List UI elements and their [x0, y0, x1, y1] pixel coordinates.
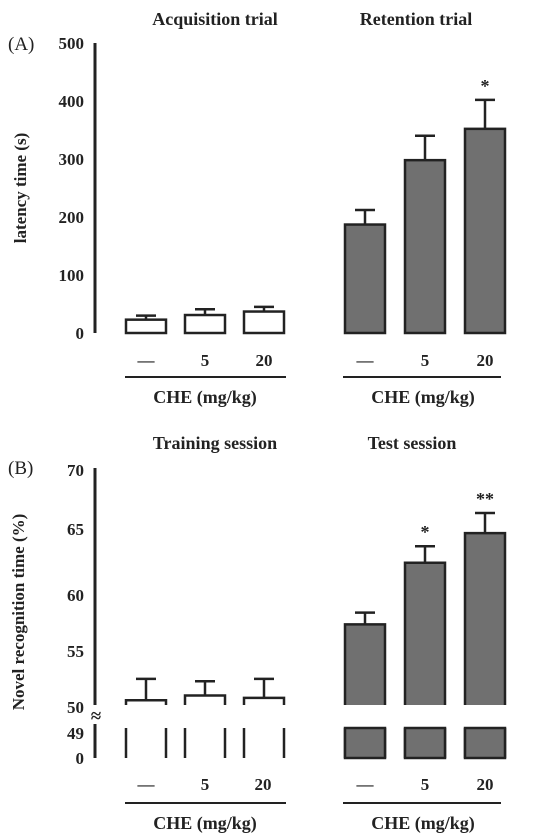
panel-b: (B) Training session Test session Novel … [8, 433, 501, 834]
panel-a-category-label: 5 [201, 351, 210, 370]
bar-lower-stub [242, 728, 286, 758]
panel-a: (A) Acquisition trial Retention trial la… [8, 9, 501, 408]
panel-b-category-label: 20 [255, 775, 272, 794]
bar [463, 531, 507, 705]
panel-a-bars: * [124, 76, 507, 335]
panel-b-left-title: Training session [153, 433, 277, 453]
bar-lower-segment [463, 726, 507, 760]
panel-a-ytick-label: 0 [76, 324, 85, 343]
panel-b-category-label: 20 [477, 775, 494, 794]
panel-b-axis-break-symbol: ≈ [91, 706, 102, 727]
panel-a-category-label: 5 [421, 351, 430, 370]
panel-a-category-label: 20 [256, 351, 273, 370]
panel-b-ytick-label: 49 [67, 724, 84, 743]
panel-b-ytick-label: 65 [67, 520, 84, 539]
bar [242, 310, 286, 335]
panel-b-ytick-label: 60 [67, 586, 84, 605]
panel-b-ytick-label: 0 [76, 749, 85, 768]
bar [463, 127, 507, 335]
panel-a-right-xlabel: CHE (mg/kg) [371, 387, 475, 408]
bar [343, 623, 387, 705]
bar [403, 158, 447, 335]
panel-b-ytick-label: 55 [67, 642, 84, 661]
bar [124, 699, 168, 705]
panel-a-ytick-label: 100 [59, 266, 85, 285]
panel-a-ytick-label: 400 [59, 92, 85, 111]
panel-a-right-title: Retention trial [360, 9, 472, 29]
bar-lower-segment [403, 726, 447, 760]
panel-b-category-label: — [356, 775, 375, 794]
panel-a-category-label: — [356, 351, 375, 370]
panel-a-ytick-label: 300 [59, 150, 85, 169]
panel-a-category-label: 20 [477, 351, 494, 370]
bar [343, 223, 387, 335]
panel-b-right-title: Test session [368, 433, 457, 453]
panel-b-bars: *** [124, 489, 507, 760]
bar-lower-stub [183, 728, 227, 758]
panel-b-category-label: — [137, 775, 156, 794]
panel-b-category-label: 5 [201, 775, 210, 794]
panel-a-label: (A) [8, 34, 34, 55]
bar [183, 313, 227, 335]
panel-b-left-xlabel: CHE (mg/kg) [153, 813, 257, 834]
panel-b-ytick-label: 50 [67, 698, 84, 717]
bar [183, 694, 227, 705]
panel-a-ytick-label: 200 [59, 208, 85, 227]
panel-a-left-xlabel: CHE (mg/kg) [153, 387, 257, 408]
panel-b-ytick-label: 70 [67, 461, 84, 480]
bar [124, 318, 168, 335]
panel-b-right-xlabel: CHE (mg/kg) [371, 813, 475, 834]
panel-a-left-title: Acquisition trial [152, 9, 278, 29]
significance-mark: ** [476, 489, 494, 509]
panel-a-ylabel: latency time (s) [11, 133, 30, 243]
bar [242, 696, 286, 705]
significance-mark: * [481, 76, 490, 96]
panel-b-ylabel: Novel recognition time (%) [9, 514, 28, 711]
bar-lower-segment [343, 726, 387, 760]
panel-a-category-label: — [137, 351, 156, 370]
panel-b-category-label: 5 [421, 775, 430, 794]
bar [403, 561, 447, 705]
bar-lower-stub [124, 728, 168, 758]
panel-b-label: (B) [8, 458, 33, 479]
panel-a-ytick-label: 500 [59, 34, 85, 53]
significance-mark: * [421, 522, 430, 542]
